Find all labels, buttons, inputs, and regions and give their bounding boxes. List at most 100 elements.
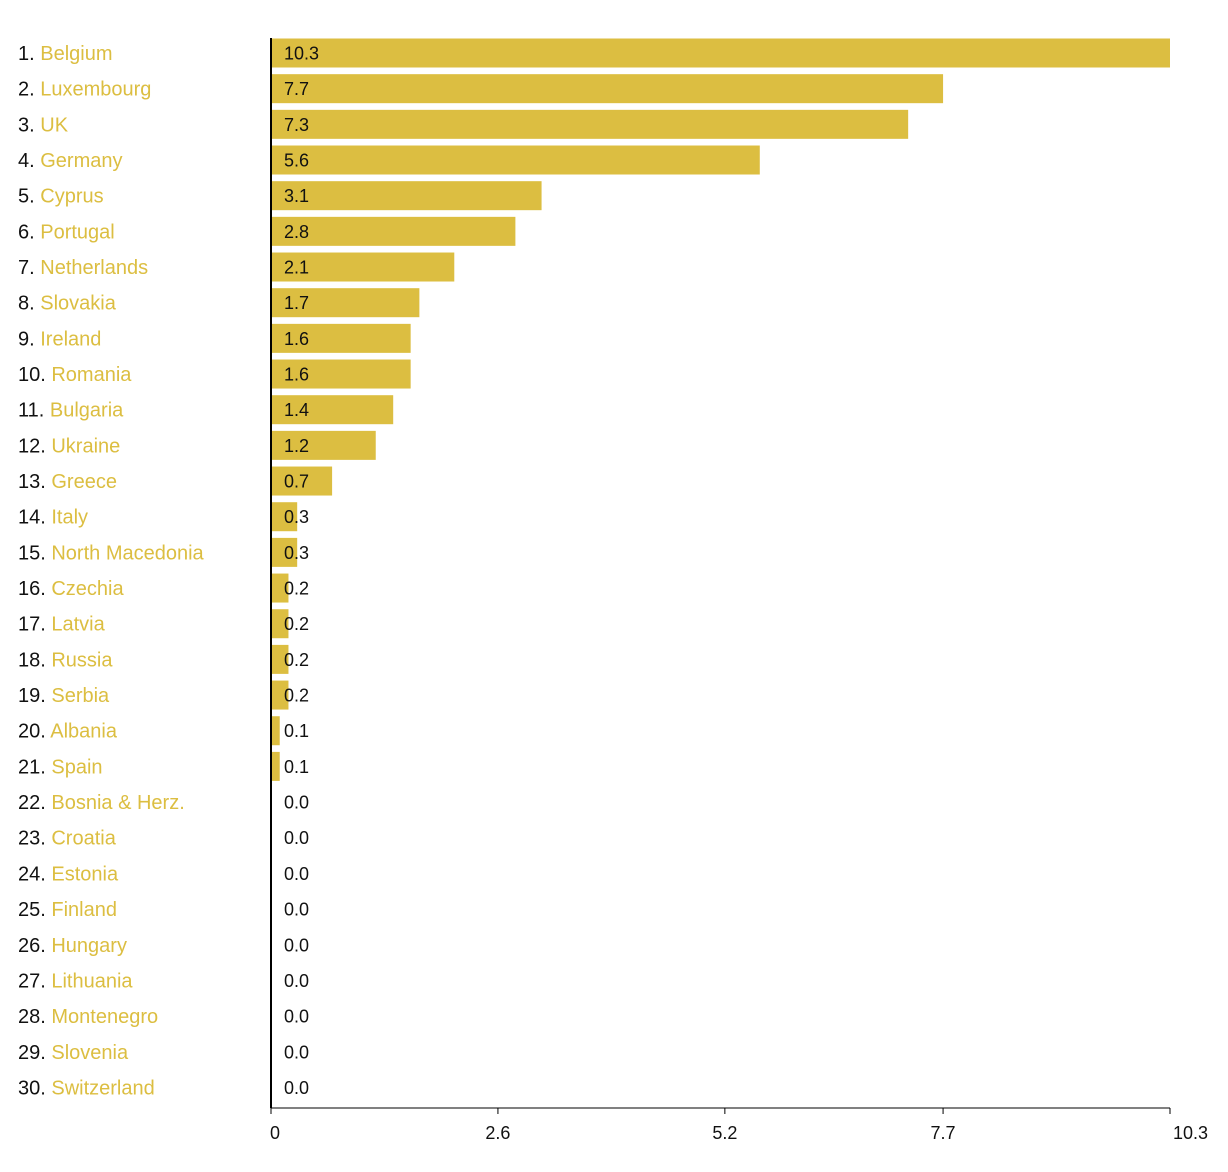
data-label: 1.6	[284, 365, 309, 385]
bar	[271, 395, 394, 425]
bar	[271, 323, 411, 353]
data-label: 0.0	[284, 1078, 309, 1098]
country-name: Belgium	[40, 43, 112, 65]
country-name: Cyprus	[40, 186, 103, 208]
country-name: Bosnia & Herz.	[51, 792, 184, 814]
rank-number: 14.	[18, 507, 51, 529]
rank-number: 15.	[18, 542, 51, 564]
country-name: Croatia	[51, 828, 116, 850]
bar	[271, 181, 542, 211]
country-name: Serbia	[51, 685, 110, 707]
data-label: 0.2	[284, 686, 309, 706]
country-name: Netherlands	[40, 257, 148, 279]
country-name: Montenegro	[51, 1006, 158, 1028]
data-label: 0.3	[284, 507, 309, 527]
category-label: 15. North Macedonia	[18, 542, 205, 564]
country-name: Bulgaria	[50, 400, 124, 422]
category-label: 2. Luxembourg	[18, 79, 151, 101]
rank-number: 1.	[18, 43, 40, 65]
category-label: 5. Cyprus	[18, 186, 104, 208]
bar	[271, 644, 289, 674]
x-tick-label: 10.3	[1173, 1123, 1208, 1143]
rank-number: 19.	[18, 685, 51, 707]
rank-number: 9.	[18, 328, 40, 350]
bar	[271, 537, 298, 567]
country-name: Albania	[50, 721, 118, 743]
category-label: 30. Switzerland	[18, 1077, 155, 1099]
category-label: 26. Hungary	[18, 935, 127, 957]
country-name: Czechia	[51, 578, 124, 600]
rank-number: 8.	[18, 293, 40, 315]
data-label: 0.0	[284, 900, 309, 920]
country-name: Slovakia	[40, 293, 116, 315]
data-label: 0.3	[284, 543, 309, 563]
bar	[271, 751, 280, 781]
category-label: 1. Belgium	[18, 43, 113, 65]
bar	[271, 716, 280, 746]
category-label: 9. Ireland	[18, 328, 101, 350]
category-label: 20. Albania	[18, 721, 118, 743]
category-label: 6. Portugal	[18, 221, 115, 243]
category-label: 18. Russia	[18, 649, 113, 671]
category-label: 13. Greece	[18, 471, 117, 493]
country-name: Greece	[51, 471, 117, 493]
category-label: 28. Montenegro	[18, 1006, 158, 1028]
data-label: 5.6	[284, 151, 309, 171]
country-name: Switzerland	[51, 1077, 154, 1099]
bar	[271, 430, 376, 460]
category-label: 24. Estonia	[18, 863, 119, 885]
rank-number: 27.	[18, 970, 51, 992]
category-label: 10. Romania	[18, 364, 132, 386]
rank-number: 7.	[18, 257, 40, 279]
category-label: 14. Italy	[18, 507, 88, 529]
data-label: 0.2	[284, 614, 309, 634]
category-label: 27. Lithuania	[18, 970, 133, 992]
category-label: 21. Spain	[18, 756, 103, 778]
rank-number: 30.	[18, 1077, 51, 1099]
country-name: Lithuania	[51, 970, 133, 992]
bar	[271, 573, 289, 603]
data-label: 0.1	[284, 757, 309, 777]
data-label: 0.0	[284, 935, 309, 955]
data-label: 7.7	[284, 79, 309, 99]
rank-number: 5.	[18, 186, 40, 208]
x-tick-label: 2.6	[485, 1123, 510, 1143]
data-label: 2.1	[284, 258, 309, 278]
country-name: Portugal	[40, 221, 115, 243]
bar	[271, 145, 760, 175]
rank-number: 13.	[18, 471, 51, 493]
category-label: 17. Latvia	[18, 614, 106, 636]
x-tick-label: 5.2	[712, 1123, 737, 1143]
country-name: Russia	[51, 649, 113, 671]
x-axis: 0 2.6 5.2 7.7 10.3	[270, 38, 1208, 1143]
rank-number: 22.	[18, 792, 51, 814]
bar	[271, 252, 455, 282]
rank-number: 26.	[18, 935, 51, 957]
rank-number: 16.	[18, 578, 51, 600]
category-label: 11. Bulgaria	[18, 400, 124, 422]
data-label: 1.7	[284, 293, 309, 313]
country-name: Estonia	[51, 863, 119, 885]
rank-number: 18.	[18, 649, 51, 671]
data-label: 0.7	[284, 472, 309, 492]
rank-number: 24.	[18, 863, 51, 885]
rank-number: 25.	[18, 899, 51, 921]
country-name: Italy	[51, 507, 88, 529]
bar	[271, 288, 420, 318]
bar	[271, 216, 516, 246]
category-label: 29. Slovenia	[18, 1042, 129, 1064]
data-label: 0.2	[284, 579, 309, 599]
category-label: 3. UK	[18, 114, 69, 136]
country-name: Finland	[51, 899, 117, 921]
bar	[271, 609, 289, 639]
bar	[271, 680, 289, 710]
bar	[271, 502, 298, 532]
rank-number: 11.	[18, 400, 50, 422]
category-label: 12. Ukraine	[18, 435, 120, 457]
data-label: 10.3	[284, 44, 319, 64]
data-label: 0.2	[284, 650, 309, 670]
rank-number: 6.	[18, 221, 40, 243]
rank-number: 23.	[18, 828, 51, 850]
